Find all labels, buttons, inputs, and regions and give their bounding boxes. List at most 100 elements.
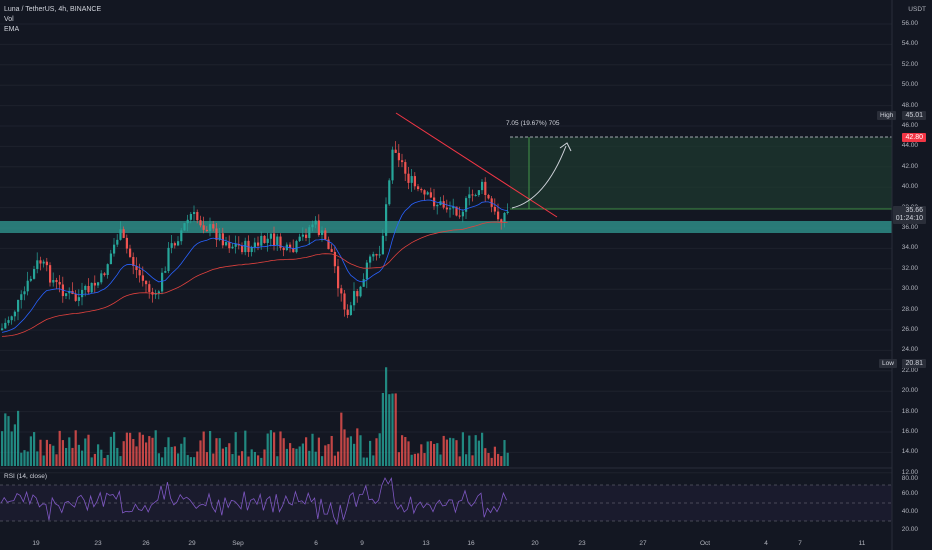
volume-bar [388,394,391,466]
high-label: High [877,111,897,120]
candle [458,215,461,217]
volume-bar [484,448,487,466]
volume-bar [500,456,503,466]
volume-bar [487,452,490,466]
current-price: 35.66 [905,207,923,214]
candle [375,254,378,256]
volume-bar [109,436,112,466]
volume-bar [458,456,461,466]
candle [13,311,16,317]
volume-bar [436,443,439,466]
volume-bar [74,430,77,466]
volume-bar [311,433,314,466]
volume-bar [23,450,26,466]
volume-bar [116,447,119,466]
candle [308,227,311,238]
volume-bar [263,449,266,466]
candle [205,229,208,232]
volume-bar [145,442,148,466]
time-axis-label: 4 [764,540,768,547]
volume-bar [250,449,253,466]
volume-bar [285,448,288,466]
candle [426,192,429,195]
candle [77,297,80,301]
candle [276,236,279,246]
candle [132,256,135,267]
candle [177,241,180,246]
candle [103,273,106,276]
candle [445,207,448,210]
candle [29,278,32,281]
volume-bar [465,454,468,466]
candles [1,141,509,332]
candle [1,328,4,330]
candle [429,192,432,198]
candle [349,305,352,316]
time-axis-label: 9 [360,540,364,547]
volume-bar [317,437,320,466]
volume-bar [151,437,154,466]
time-axis-label: 23 [94,540,102,547]
volume-bar [279,431,282,466]
volume-bar [218,438,221,466]
time-axis-label: 13 [422,540,430,547]
volume-bar [97,444,100,466]
candle [500,219,503,223]
rsi-level-20: 20.00 [901,526,918,533]
candle [417,186,420,190]
candle [45,261,48,266]
low-label: Low [879,359,897,368]
rsi-level-80: 80.00 [901,475,918,482]
volume-bar [321,456,324,466]
volume-bar [81,450,84,466]
candle [282,247,285,251]
ema-slow-line [1,221,508,337]
volume-bar [365,457,368,466]
candle [212,224,215,229]
candle [481,181,484,191]
volume-bar [65,447,68,466]
ema-legend[interactable]: EMA [4,26,20,33]
candle [141,275,144,281]
volume-bar [343,429,346,466]
volume-bar [289,443,292,466]
candle [385,204,388,236]
rsi-legend[interactable]: RSI (14, close) [4,473,47,480]
volume-bar [113,431,116,466]
candle [234,243,237,247]
candle [503,212,506,223]
candle [231,246,234,249]
volume-bar [353,443,356,466]
price-axis-label: 34.00 [901,244,918,252]
candle [247,240,250,253]
volume-bar [202,431,205,466]
candle [301,234,304,237]
volume-bar [170,446,173,466]
volume-bar [359,435,362,466]
symbol-title[interactable]: Luna / TetherUS, 4h, BINANCE [4,6,102,13]
candle [493,206,496,212]
volume-bar [90,457,93,466]
volume-bar [20,452,23,466]
candle [215,228,218,240]
time-axis-label: Oct [699,540,711,547]
rsi-level-60: 60.00 [901,490,918,497]
volume-bar [397,452,400,466]
candle [452,206,455,209]
candle [298,236,301,242]
volume-bar [141,434,144,466]
price-axis-label: 42.00 [901,162,918,170]
volume-bar [231,454,234,466]
volume-bar [493,446,496,466]
target-box[interactable] [510,137,892,209]
vol-legend[interactable]: Vol [4,16,14,23]
candle [263,235,266,243]
volume-bar [292,448,295,466]
volume-bar [372,455,375,466]
time-axis-label: 23 [578,540,586,547]
candle [474,195,477,197]
candle [407,173,410,183]
volume-bar [455,440,458,466]
candle [65,293,68,297]
